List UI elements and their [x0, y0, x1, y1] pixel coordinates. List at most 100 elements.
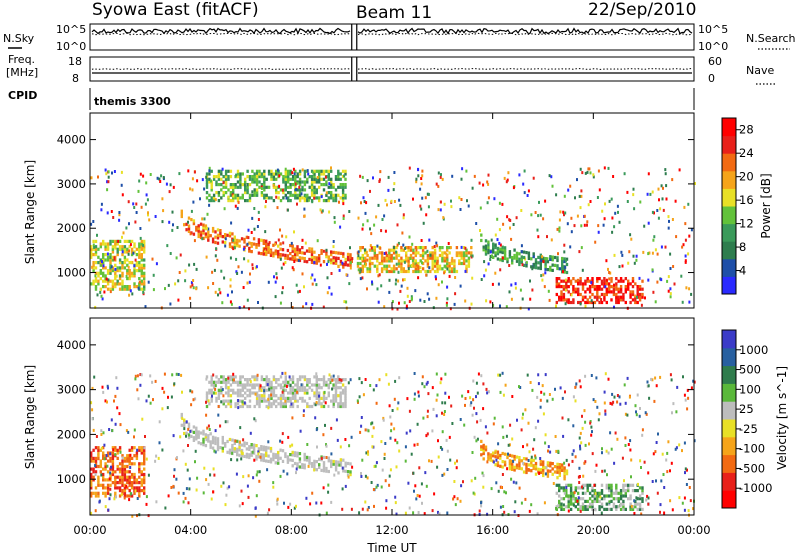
range-cell: [453, 267, 456, 271]
range-cell: [134, 220, 137, 224]
range-cell: [284, 396, 287, 400]
range-cell: [341, 169, 345, 173]
range-cell: [683, 441, 686, 445]
range-cell: [641, 486, 644, 490]
range-cell: [308, 404, 311, 409]
range-cell: [233, 235, 236, 239]
range-cell: [365, 250, 368, 254]
range-cell: [240, 454, 244, 458]
range-cell: [291, 375, 295, 379]
range-cell: [291, 249, 294, 253]
range-cell: [421, 246, 425, 250]
range-cell: [104, 247, 107, 251]
range-cell: [129, 466, 132, 469]
range-cell: [410, 298, 413, 302]
range-cell: [105, 277, 108, 281]
range-cell: [626, 376, 629, 380]
range-cell: [133, 206, 136, 209]
range-cell: [569, 502, 573, 506]
range-cell: [421, 375, 424, 379]
range-cell: [574, 455, 577, 459]
range-cell: [118, 266, 122, 270]
range-cell: [500, 486, 503, 489]
range-cell: [102, 486, 105, 490]
range-cell: [111, 481, 115, 485]
range-cell: [94, 253, 98, 257]
range-cell: [140, 255, 143, 259]
range-cell: [409, 257, 412, 260]
range-cell: [102, 491, 105, 495]
range-cell: [109, 493, 112, 497]
range-cell: [584, 491, 587, 495]
range-cell: [222, 191, 225, 195]
range-cell: [102, 242, 105, 246]
range-cell: [393, 171, 396, 174]
range-cell: [406, 294, 409, 298]
range-cell: [130, 472, 134, 477]
range-cell: [458, 261, 461, 266]
range-cell: [492, 460, 495, 464]
range-cell: [549, 464, 552, 468]
range-cell: [489, 250, 492, 254]
range-cell: [237, 406, 240, 410]
range-cell: [579, 302, 582, 306]
range-cell: [269, 446, 273, 451]
range-cell: [544, 257, 547, 261]
range-cell: [236, 380, 240, 384]
range-cell: [92, 470, 95, 474]
range-cell: [598, 300, 601, 305]
y-tick-label: 4000: [57, 338, 86, 352]
range-cell: [440, 173, 442, 177]
range-cell: [647, 252, 650, 256]
range-cell: [443, 202, 446, 206]
range-cell: [569, 282, 573, 286]
range-cell: [508, 255, 512, 259]
range-cell: [263, 183, 266, 187]
range-cell: [566, 300, 568, 304]
range-cell: [636, 287, 639, 291]
range-cell: [508, 443, 511, 447]
range-cell: [342, 254, 345, 258]
range-cell: [130, 271, 134, 275]
range-cell: [92, 448, 95, 452]
range-cell: [111, 456, 115, 460]
range-cell: [306, 378, 309, 382]
range-cell: [562, 270, 564, 274]
range-cell: [563, 250, 566, 254]
range-cell: [121, 285, 124, 289]
range-cell: [158, 177, 161, 181]
range-cell: [605, 502, 608, 506]
range-cell: [341, 185, 345, 189]
range-cell: [154, 459, 157, 463]
range-cell: [246, 484, 249, 488]
range-cell: [640, 303, 643, 307]
range-cell: [177, 279, 180, 283]
range-cell: [610, 491, 613, 495]
range-cell: [294, 191, 297, 195]
range-cell: [138, 261, 141, 265]
range-cell: [295, 187, 298, 191]
range-cell: [332, 383, 335, 387]
range-cell: [114, 285, 117, 289]
range-cell: [433, 251, 437, 255]
range-cell: [151, 380, 154, 384]
range-cell: [298, 191, 302, 195]
range-cell: [615, 285, 618, 289]
range-cell: [208, 428, 211, 431]
range-cell: [275, 394, 278, 398]
range-cell: [519, 288, 522, 292]
range-cell: [688, 287, 691, 291]
range-cell: [470, 246, 473, 250]
range-cell: [138, 242, 141, 246]
range-cell: [194, 460, 196, 464]
range-cell: [140, 247, 143, 251]
range-cell: [579, 167, 582, 171]
range-cell: [143, 287, 146, 291]
colorbar-tick-label: 20: [739, 170, 754, 184]
range-cell: [459, 208, 462, 211]
range-cell: [94, 261, 98, 265]
range-cell: [130, 462, 134, 466]
x-tick-label: 04:00: [174, 523, 207, 537]
range-cell: [244, 383, 247, 387]
range-cell: [690, 292, 693, 296]
